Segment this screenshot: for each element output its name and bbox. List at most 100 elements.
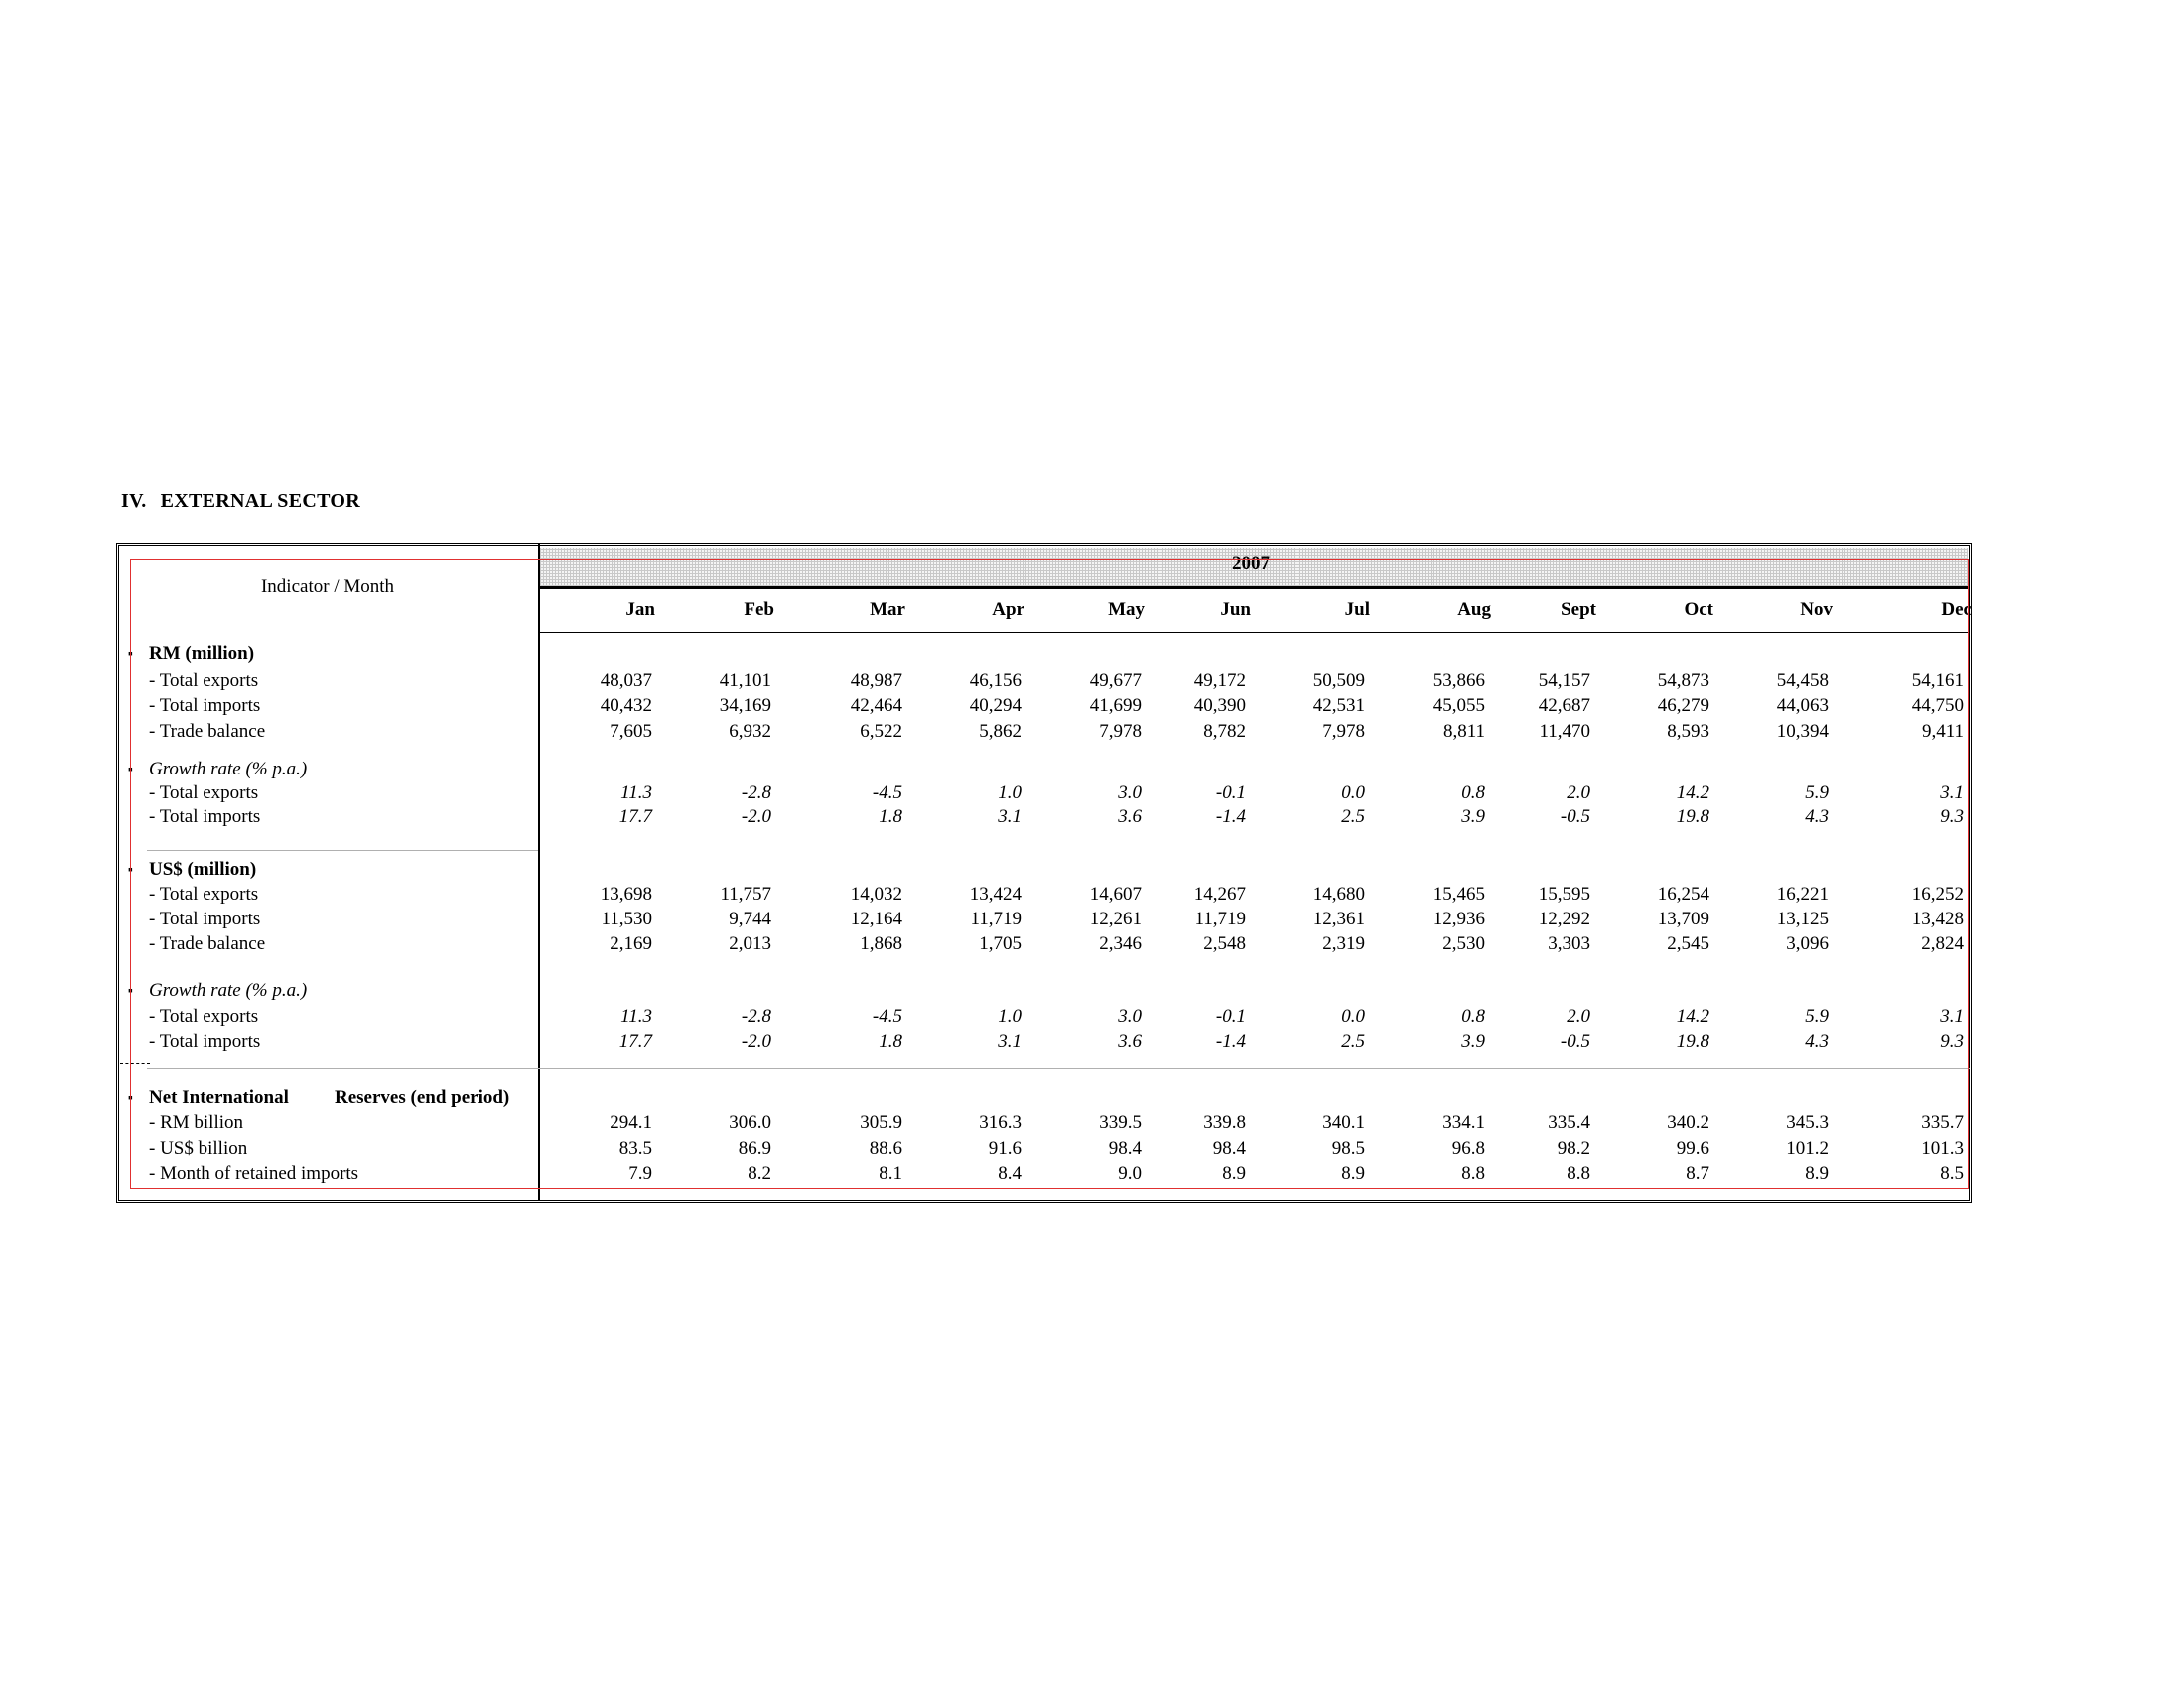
table-cell: 34,169 <box>719 695 771 716</box>
table-cell: 306.0 <box>729 1112 771 1133</box>
table-cell: 7.9 <box>628 1163 652 1184</box>
table-cell: 12,261 <box>1089 909 1142 929</box>
table-cell: 8.7 <box>1686 1163 1709 1184</box>
table-cell: 2.5 <box>1341 1031 1365 1052</box>
table-cell: 40,432 <box>600 695 652 716</box>
row-label: - Total imports <box>149 1031 261 1052</box>
table-cell: 11.3 <box>620 782 652 803</box>
table-cell: 86.9 <box>738 1138 771 1159</box>
month-header: Apr <box>992 599 1024 620</box>
table-cell: 8.5 <box>1940 1163 1964 1184</box>
table-cell: 12,361 <box>1312 909 1365 929</box>
table-cell: 294.1 <box>610 1112 652 1133</box>
table-cell: 8.2 <box>748 1163 771 1184</box>
table-cell: 8.8 <box>1461 1163 1485 1184</box>
table-cell: 8,811 <box>1442 721 1485 742</box>
table-cell: -0.5 <box>1560 806 1590 827</box>
table-cell: 11,719 <box>970 909 1022 929</box>
table-cell: 4.3 <box>1805 806 1829 827</box>
table-cell: 3,303 <box>1548 933 1590 954</box>
table-cell: 8.9 <box>1341 1163 1365 1184</box>
section-number: IV. <box>121 491 147 512</box>
table-cell: -0.5 <box>1560 1031 1590 1052</box>
table-cell: 42,531 <box>1312 695 1365 716</box>
table-cell: 335.7 <box>1921 1112 1964 1133</box>
month-header: Sept <box>1561 599 1596 620</box>
table-cell: 49,172 <box>1193 670 1246 691</box>
table-cell: 2,346 <box>1099 933 1142 954</box>
table-cell: 7,605 <box>610 721 652 742</box>
table-cell: 334.1 <box>1442 1112 1485 1133</box>
table-cell: 15,595 <box>1538 884 1590 905</box>
table-cell: 13,709 <box>1657 909 1709 929</box>
table-cell: 5.9 <box>1805 1006 1829 1027</box>
table-cell: 1.8 <box>879 806 902 827</box>
table-cell: 10,394 <box>1776 721 1829 742</box>
table-cell: 50,509 <box>1312 670 1365 691</box>
table-cell: 17.7 <box>618 1031 652 1052</box>
table-cell: 3.9 <box>1461 806 1485 827</box>
table-frame <box>116 543 1972 1203</box>
table-cell: -4.5 <box>872 782 902 803</box>
table-cell: 9.3 <box>1940 806 1964 827</box>
table-cell: 16,252 <box>1911 884 1964 905</box>
table-cell: 54,873 <box>1657 670 1709 691</box>
table-cell: 40,390 <box>1193 695 1246 716</box>
table-cell: 12,292 <box>1538 909 1590 929</box>
table-cell: 16,221 <box>1776 884 1829 905</box>
table-cell: 53,866 <box>1433 670 1485 691</box>
group-separator <box>147 1068 1970 1069</box>
table-cell: 9,744 <box>729 909 771 929</box>
table-cell: 1.8 <box>879 1031 902 1052</box>
table-cell: 2,824 <box>1921 933 1964 954</box>
table-cell: 3.6 <box>1118 806 1142 827</box>
table-cell: 11,757 <box>720 884 771 905</box>
month-header: Oct <box>1684 599 1713 620</box>
table-cell: 41,101 <box>719 670 771 691</box>
table-cell: 5,862 <box>979 721 1022 742</box>
table-cell: 9,411 <box>1921 721 1964 742</box>
table-cell: 8.1 <box>879 1163 902 1184</box>
bullet-marker: ▪ <box>128 984 133 999</box>
table-cell: 9.0 <box>1118 1163 1142 1184</box>
table-cell: 4.3 <box>1805 1031 1829 1052</box>
month-header: May <box>1108 599 1145 620</box>
row-label: - Month of retained imports <box>149 1163 359 1184</box>
table-cell: 316.3 <box>979 1112 1022 1133</box>
row-label: - Total exports <box>149 884 259 905</box>
table-cell: 40,294 <box>969 695 1022 716</box>
table-cell: 5.9 <box>1805 782 1829 803</box>
table-cell: 9.3 <box>1940 1031 1964 1052</box>
row-label: - RM billion <box>149 1112 244 1133</box>
month-header: Jan <box>625 599 655 620</box>
group-label: Growth rate (% p.a.) <box>149 759 308 779</box>
table-cell: 99.6 <box>1676 1138 1709 1159</box>
month-header: Jul <box>1344 599 1370 620</box>
table-cell: 14,032 <box>850 884 902 905</box>
table-cell: 42,687 <box>1538 695 1590 716</box>
table-cell: 101.3 <box>1921 1138 1964 1159</box>
table-cell: 7,978 <box>1099 721 1142 742</box>
year-header-band <box>540 548 1968 586</box>
table-cell: 0.0 <box>1341 782 1365 803</box>
table-cell: 8,782 <box>1203 721 1246 742</box>
table-cell: 3.6 <box>1118 1031 1142 1052</box>
table-cell: 1,868 <box>860 933 902 954</box>
table-cell: 11,470 <box>1539 721 1590 742</box>
table-cell: 2,548 <box>1203 933 1246 954</box>
table-cell: 305.9 <box>860 1112 902 1133</box>
table-cell: 2,545 <box>1667 933 1709 954</box>
group-separator <box>147 850 538 851</box>
table-cell: 11,530 <box>601 909 652 929</box>
row-label: - Trade balance <box>149 721 266 742</box>
month-header: Nov <box>1800 599 1833 620</box>
section-title: IV. EXTERNAL SECTOR <box>121 491 360 513</box>
table-cell: -2.8 <box>741 1006 771 1027</box>
table-cell: 46,279 <box>1657 695 1709 716</box>
table-cell: 8,593 <box>1667 721 1709 742</box>
table-cell: 16,254 <box>1657 884 1709 905</box>
table-cell: 44,750 <box>1911 695 1964 716</box>
table-cell: 2,169 <box>610 933 652 954</box>
row-label: - Total exports <box>149 782 259 803</box>
table-cell: 11.3 <box>620 1006 652 1027</box>
